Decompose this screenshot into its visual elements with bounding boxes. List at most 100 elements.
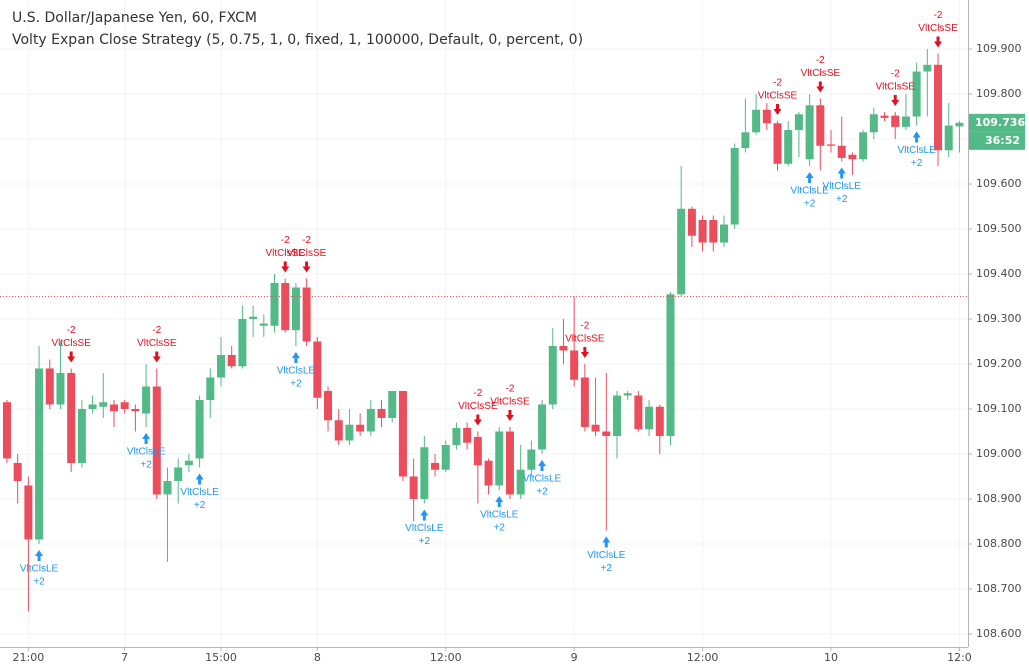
candle-body — [463, 427, 472, 443]
candle-body — [816, 105, 825, 146]
signal-label: VltClsLE — [523, 474, 562, 485]
signal-qty: +2 — [911, 158, 923, 169]
candle-body — [356, 424, 365, 432]
y-tick-label: 109.200 — [976, 357, 1022, 370]
candle-body — [645, 406, 654, 430]
x-tick-label: 8 — [314, 651, 321, 664]
candle-body — [666, 294, 675, 436]
signal-qty: +2 — [836, 194, 848, 205]
candle-body — [388, 390, 397, 418]
signal-label: VltClsSE — [137, 338, 177, 349]
candle-body — [934, 64, 943, 151]
signal-label: VltClsSE — [490, 397, 530, 408]
candle-body — [527, 449, 536, 470]
candle-body — [45, 368, 54, 405]
sell-arrow — [773, 104, 782, 116]
candle-body — [420, 447, 429, 499]
signal-label: VltClsLE — [180, 487, 219, 498]
candle-body — [77, 408, 86, 463]
signal-label: VltClsSE — [458, 401, 498, 412]
candle-body — [505, 431, 514, 495]
candle-body — [131, 408, 140, 412]
signal-qty: +2 — [419, 536, 431, 547]
candle-body — [869, 114, 878, 133]
signal-label: VltClsSE — [565, 334, 605, 345]
chart-subtitle: Volty Expan Close Strategy (5, 0.75, 1, … — [12, 32, 583, 48]
candle-body — [891, 115, 900, 127]
buy-arrow — [495, 495, 504, 507]
candle-body — [495, 431, 504, 486]
candle-body — [698, 220, 707, 243]
candle-body — [570, 350, 579, 380]
candle-body — [955, 122, 964, 127]
candle-body — [634, 395, 643, 430]
x-tick-label: 10 — [824, 651, 838, 664]
candle-body — [431, 462, 440, 470]
signal-qty: -2 — [934, 10, 943, 21]
candle-body — [270, 283, 279, 326]
last-price-box — [969, 113, 1025, 132]
signal-label: VltClsLE — [587, 550, 626, 561]
sell-arrow — [473, 414, 482, 426]
sell-arrow — [891, 95, 900, 107]
signal-qty: +2 — [33, 577, 45, 588]
signal-label: VltClsLE — [127, 447, 166, 458]
candle-body — [2, 402, 11, 459]
y-tick-label: 109.400 — [976, 267, 1022, 280]
signal-qty: -2 — [281, 235, 290, 246]
candle-body — [291, 287, 300, 331]
buy-arrow — [420, 509, 429, 521]
signal-label: VltClsLE — [20, 564, 59, 575]
candle-body — [163, 480, 172, 495]
signal-qty: +2 — [140, 460, 152, 471]
x-tick-label: 12:0 — [947, 651, 972, 664]
y-tick-label: 109.800 — [976, 87, 1022, 100]
last-price-label: 109.736 — [975, 116, 1025, 129]
candle-body — [35, 368, 44, 540]
candle-body — [88, 404, 97, 409]
signal-qty: -2 — [473, 388, 482, 399]
candle-body — [794, 114, 803, 131]
signal-label: VltClsSE — [918, 23, 958, 34]
candle-body — [623, 393, 632, 396]
sell-arrow — [281, 261, 290, 273]
y-tick-label: 109.600 — [976, 177, 1022, 190]
countdown-box — [969, 131, 1025, 150]
candle-body — [784, 130, 793, 164]
y-tick-label: 108.800 — [976, 537, 1022, 550]
signal-qty: +2 — [194, 500, 206, 511]
buy-arrow — [602, 536, 611, 548]
candle-body — [174, 467, 183, 481]
x-tick-label: 21:00 — [13, 651, 45, 664]
x-tick-label: 12:00 — [687, 651, 719, 664]
signal-qty: -2 — [152, 325, 161, 336]
signal-label: VltClsSE — [758, 91, 798, 102]
candle-body — [859, 132, 868, 160]
candle-body — [484, 460, 493, 486]
x-tick-label: 7 — [121, 651, 128, 664]
candle-body — [548, 345, 557, 405]
buy-arrow — [912, 131, 921, 143]
x-tick-label: 9 — [571, 651, 578, 664]
sell-arrow — [816, 81, 825, 93]
candle-body — [195, 399, 204, 459]
candle-body — [302, 287, 311, 342]
candle-body — [901, 116, 910, 127]
buy-arrow — [837, 167, 846, 179]
signal-qty: -2 — [505, 384, 514, 395]
buy-arrow — [195, 473, 204, 485]
buy-arrow — [142, 432, 151, 444]
candle-body — [345, 424, 354, 441]
candle-body — [687, 208, 696, 236]
y-tick-label: 108.700 — [976, 582, 1022, 595]
candle-body — [677, 208, 686, 295]
buy-arrow — [291, 351, 300, 363]
candle-body — [56, 372, 65, 405]
candle-body — [762, 109, 771, 124]
y-tick-label: 108.600 — [976, 627, 1022, 640]
signal-qty: -2 — [816, 55, 825, 66]
x-tick-label: 12:00 — [430, 651, 462, 664]
buy-arrow — [35, 549, 44, 561]
sell-arrow — [152, 351, 161, 363]
candle-body — [227, 354, 236, 367]
